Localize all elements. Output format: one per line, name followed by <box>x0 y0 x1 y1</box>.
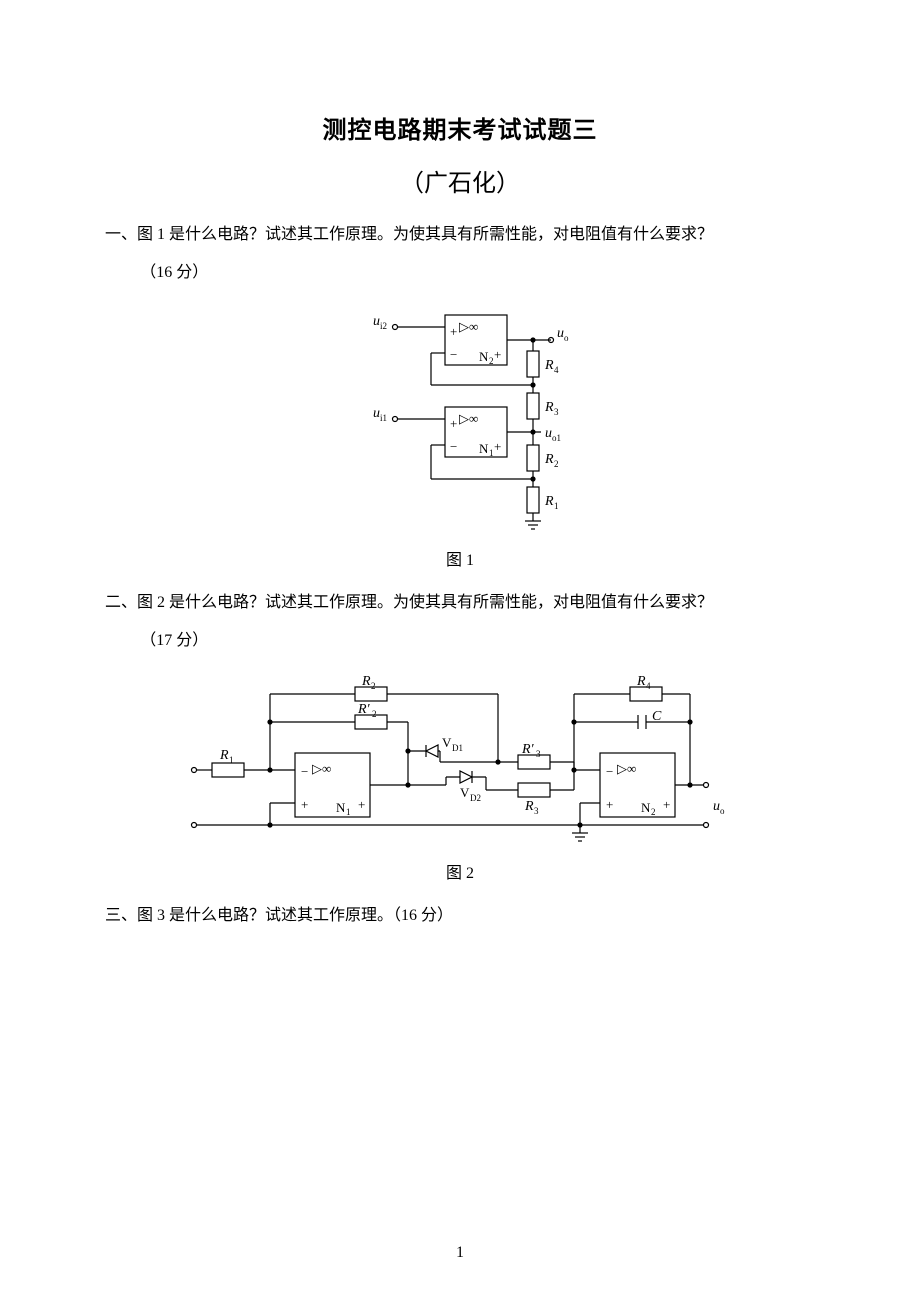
svg-text:R: R <box>544 358 554 373</box>
question-3-text: 三、图 3 是什么电路？试述其工作原理。（16 分） <box>105 901 815 931</box>
svg-text:u: u <box>557 326 564 341</box>
svg-text:V: V <box>460 785 470 800</box>
svg-text:3: 3 <box>534 806 539 816</box>
svg-text:R′: R′ <box>357 702 371 717</box>
svg-text:▷∞: ▷∞ <box>459 411 478 426</box>
question-2-text: 二、图 2 是什么电路？试述其工作原理。为使其具有所需性能，对电阻值有什么要求？ <box>105 588 815 618</box>
svg-text:R: R <box>636 674 646 689</box>
figure-1-caption: 图 1 <box>105 546 815 570</box>
svg-text:▷∞: ▷∞ <box>617 761 636 776</box>
svg-text:o: o <box>720 806 725 816</box>
page-subtitle: （广石化） <box>105 163 815 198</box>
svg-text:N: N <box>641 800 651 815</box>
figure-2-svg: ▷∞ − + + N1 ▷∞ − + + N2 <box>150 665 770 850</box>
svg-text:i1: i1 <box>380 413 387 423</box>
svg-text:+: + <box>494 347 501 362</box>
svg-text:R: R <box>524 799 534 814</box>
svg-text:o1: o1 <box>552 433 561 443</box>
svg-text:R: R <box>361 674 371 689</box>
figure-1-svg: ▷∞ + − + N2 ▷∞ + − + N1 <box>245 297 675 537</box>
svg-text:N: N <box>479 349 489 364</box>
svg-text:R: R <box>544 494 554 509</box>
question-1-text: 一、图 1 是什么电路？试述其工作原理。为使其具有所需性能，对电阻值有什么要求？ <box>105 220 815 250</box>
figure-1: ▷∞ + − + N2 ▷∞ + − + N1 <box>105 297 815 570</box>
svg-text:i2: i2 <box>380 321 387 331</box>
svg-text:−: − <box>450 347 457 362</box>
svg-text:u: u <box>713 799 720 814</box>
svg-text:2: 2 <box>651 807 656 817</box>
svg-text:▷∞: ▷∞ <box>312 761 331 776</box>
svg-text:+: + <box>663 797 670 812</box>
page-number: 1 <box>0 1244 920 1262</box>
svg-text:1: 1 <box>346 807 351 817</box>
svg-text:2: 2 <box>371 681 376 691</box>
page: 测控电路期末考试试题三 （广石化） 一、图 1 是什么电路？试述其工作原理。为使… <box>0 0 920 1302</box>
svg-text:+: + <box>301 797 308 812</box>
svg-text:+: + <box>450 324 457 339</box>
svg-text:V: V <box>442 735 452 750</box>
svg-text:3: 3 <box>554 407 559 417</box>
page-title: 测控电路期末考试试题三 <box>105 110 815 145</box>
svg-text:2: 2 <box>554 459 559 469</box>
question-1-points: （16 分） <box>105 258 815 288</box>
svg-text:+: + <box>450 416 457 431</box>
figure-2: ▷∞ − + + N1 ▷∞ − + + N2 <box>105 665 815 883</box>
svg-text:C: C <box>652 709 662 724</box>
svg-text:D1: D1 <box>452 743 463 753</box>
figure-2-caption: 图 2 <box>105 859 815 883</box>
svg-text:−: − <box>301 764 308 779</box>
svg-text:1: 1 <box>554 501 559 511</box>
svg-text:2: 2 <box>489 356 494 366</box>
svg-text:R: R <box>544 400 554 415</box>
svg-text:▷∞: ▷∞ <box>459 319 478 334</box>
svg-text:+: + <box>494 439 501 454</box>
svg-text:+: + <box>358 797 365 812</box>
svg-text:o: o <box>564 333 569 343</box>
svg-text:1: 1 <box>229 755 234 765</box>
svg-text:−: − <box>606 764 613 779</box>
svg-text:N: N <box>336 800 346 815</box>
svg-text:+: + <box>606 797 613 812</box>
svg-text:4: 4 <box>554 365 559 375</box>
svg-text:4: 4 <box>646 681 651 691</box>
question-2-points: （17 分） <box>105 626 815 656</box>
svg-text:1: 1 <box>489 448 494 458</box>
svg-text:u: u <box>373 314 380 329</box>
svg-text:−: − <box>450 439 457 454</box>
svg-text:3: 3 <box>536 749 541 759</box>
svg-text:u: u <box>545 426 552 441</box>
svg-text:N: N <box>479 441 489 456</box>
svg-text:R: R <box>219 748 229 763</box>
svg-text:2: 2 <box>372 709 377 719</box>
svg-text:R′: R′ <box>521 742 535 757</box>
svg-text:R: R <box>544 452 554 467</box>
svg-text:u: u <box>373 406 380 421</box>
svg-text:D2: D2 <box>470 793 481 803</box>
